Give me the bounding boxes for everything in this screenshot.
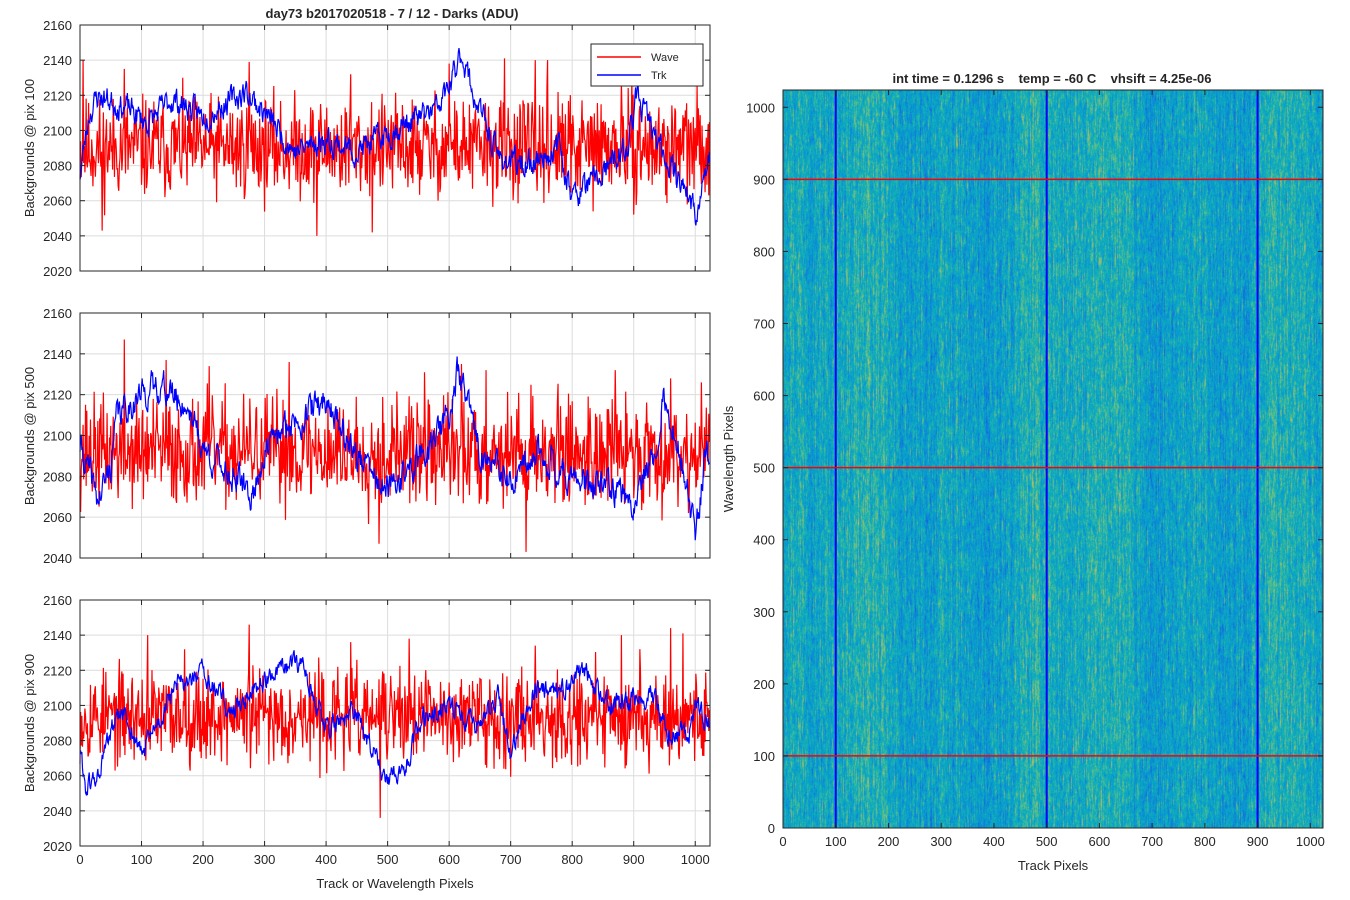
x-tick-label: 300 <box>254 852 276 867</box>
plot-frame <box>782 89 1324 829</box>
x-tick-label: 0 <box>76 852 83 867</box>
y-tick-label: 0 <box>768 821 775 836</box>
y-tick-label: 2020 <box>43 839 72 854</box>
heatmap-image <box>783 90 1323 828</box>
y-tick-label: 2100 <box>43 429 72 444</box>
x-tick-label: 500 <box>377 852 399 867</box>
y-tick-label: 2040 <box>43 804 72 819</box>
y-axis-label: Backgrounds @ pix 500 <box>22 367 37 505</box>
x-tick-label: 500 <box>1036 834 1058 849</box>
y-tick-label: 2060 <box>43 510 72 525</box>
y-tick-label: 2080 <box>43 734 72 749</box>
y-tick-label: 2120 <box>43 88 72 103</box>
y-tick-label: 2100 <box>43 698 72 713</box>
heatmap-title: int time = 0.1296 s temp = -60 C vhsift … <box>892 71 1211 86</box>
tick-marks: 0 100 200 300 400 500 600 700 800 900 1000 0 100 200 3… <box>746 90 1325 849</box>
x-tick-label: 700 <box>500 852 522 867</box>
series-line-wave <box>79 624 710 818</box>
x-tick-label: 600 <box>438 852 460 867</box>
y-tick-label: 2040 <box>43 229 72 244</box>
y-tick-label: 2120 <box>43 663 72 678</box>
legend-label-trk: Trk <box>651 70 667 82</box>
y-tick-label: 2140 <box>43 347 72 362</box>
y-tick-label: 2080 <box>43 469 72 484</box>
line-plot-pix-500: 2040 2060 2080 2100 2120 2140 2160 Backgrounds… <box>22 306 711 566</box>
y-tick-label: 2120 <box>43 388 72 403</box>
y-tick-label: 600 <box>753 389 775 404</box>
y-tick-label: 900 <box>753 172 775 187</box>
tick-marks: 2020 2040 2060 2080 2100 2120 2140 2160 <box>43 18 710 279</box>
x-tick-label: 400 <box>315 852 337 867</box>
line-plot-pix-100: day73 b2017020518 - 7 / 12 - Darks (ADU)… <box>22 6 711 279</box>
x-tick-label: 1000 <box>681 852 710 867</box>
x-tick-label: 800 <box>1194 834 1216 849</box>
y-tick-label: 400 <box>753 533 775 548</box>
y-tick-label: 2160 <box>43 593 72 608</box>
series-lines <box>79 47 710 236</box>
y-tick-label: 2060 <box>43 769 72 784</box>
tick-marks: 2040 2060 2080 2100 2120 2140 2160 <box>43 306 710 566</box>
legend-label-wave: Wave <box>651 52 679 64</box>
series-line-wave <box>79 339 710 552</box>
figure-title: day73 b2017020518 - 7 / 12 - Darks (ADU) <box>266 6 519 21</box>
y-tick-label: 1000 <box>746 100 775 115</box>
x-tick-label: 900 <box>623 852 645 867</box>
x-tick-label: 200 <box>878 834 900 849</box>
y-tick-label: 500 <box>753 461 775 476</box>
legend: Wave Trk <box>590 43 704 87</box>
series-line-trk <box>79 650 710 797</box>
x-tick-label: 700 <box>1141 834 1163 849</box>
x-tick-label: 300 <box>930 834 952 849</box>
y-tick-label: 2160 <box>43 18 72 33</box>
x-tick-label: 100 <box>131 852 153 867</box>
legend-box <box>590 43 704 87</box>
series-line-trk <box>79 356 710 541</box>
series-line-wave <box>79 58 710 236</box>
series-line-trk <box>79 47 710 226</box>
line-plot-pix-900: 0 100 200 300 400 500 600 700 800 900 1000 2020 2040… <box>22 593 711 891</box>
marker-lines <box>783 90 1323 828</box>
y-tick-label: 2100 <box>43 123 72 138</box>
y-tick-label: 800 <box>753 244 775 259</box>
y-tick-label: 2060 <box>43 194 72 209</box>
x-tick-label: 100 <box>825 834 847 849</box>
y-tick-label: 100 <box>753 749 775 764</box>
y-tick-label: 2160 <box>43 306 72 321</box>
y-tick-label: 2040 <box>43 551 72 566</box>
series-lines <box>79 339 710 552</box>
heatmap-plot: int time = 0.1296 s temp = -60 C vhsift … <box>721 71 1325 873</box>
plot-frame <box>79 599 711 847</box>
y-tick-label: 2080 <box>43 159 72 174</box>
y-tick-label: 200 <box>753 677 775 692</box>
y-axis-label: Backgrounds @ pix 900 <box>22 654 37 792</box>
y-tick-label: 2140 <box>43 628 72 643</box>
x-axis-label: Track or Wavelength Pixels <box>316 876 474 891</box>
tick-marks: 0 100 200 300 400 500 600 700 800 900 1000 2020 2040… <box>43 593 710 867</box>
x-tick-label: 400 <box>983 834 1005 849</box>
series-lines <box>79 624 710 818</box>
y-axis-label: Backgrounds @ pix 100 <box>22 79 37 217</box>
y-tick-label: 700 <box>753 317 775 332</box>
x-tick-label: 800 <box>561 852 583 867</box>
y-axis-label: Wavelength Pixels <box>721 405 736 512</box>
x-tick-label: 1000 <box>1296 834 1325 849</box>
x-tick-label: 200 <box>192 852 214 867</box>
plot-frame <box>79 24 711 272</box>
y-tick-label: 2140 <box>43 53 72 68</box>
x-axis-label: Track Pixels <box>1018 858 1089 873</box>
x-tick-label: 600 <box>1089 834 1111 849</box>
x-tick-label: 900 <box>1247 834 1269 849</box>
y-tick-label: 300 <box>753 605 775 620</box>
y-tick-label: 2020 <box>43 264 72 279</box>
x-tick-label: 0 <box>779 834 786 849</box>
